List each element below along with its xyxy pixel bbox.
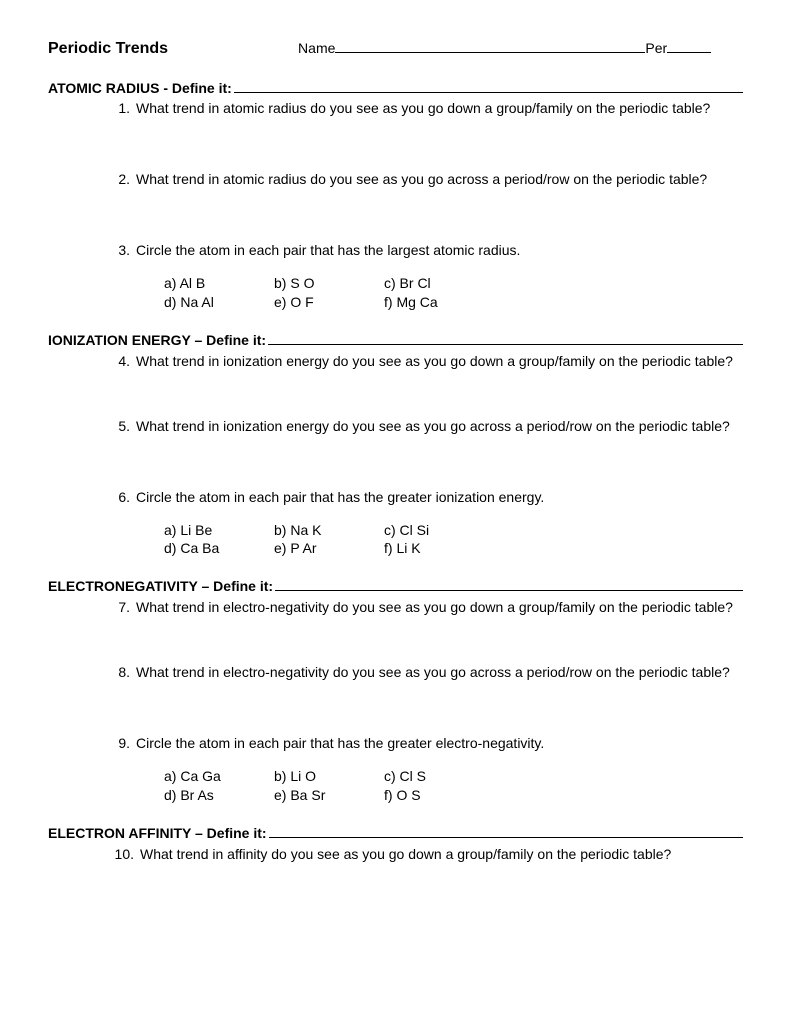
q6-pairs-row2: d) Ca Ba e) P Ar f) Li K <box>164 539 743 558</box>
q6-pair-b[interactable]: b) Na K <box>274 521 384 540</box>
question-5: 5. What trend in ionization energy do yo… <box>108 417 743 436</box>
section-ionization-heading: IONIZATION ENERGY – Define it: <box>48 330 743 350</box>
q9-number: 9. <box>108 734 130 805</box>
q3-pair-c[interactable]: c) Br Cl <box>384 274 494 293</box>
q6-pair-d[interactable]: d) Ca Ba <box>164 539 274 558</box>
q4-text: What trend in ionization energy do you s… <box>136 352 743 371</box>
question-7: 7. What trend in electro-negativity do y… <box>108 598 743 617</box>
q6-prompt: Circle the atom in each pair that has th… <box>136 489 544 505</box>
q9-pair-e[interactable]: e) Ba Sr <box>274 786 384 805</box>
atomic-radius-define-line[interactable] <box>234 78 743 93</box>
question-4: 4. What trend in ionization energy do yo… <box>108 352 743 371</box>
q5-text: What trend in ionization energy do you s… <box>136 417 743 436</box>
question-6: 6. Circle the atom in each pair that has… <box>108 488 743 559</box>
electronegativity-questions: 7. What trend in electro-negativity do y… <box>48 598 743 804</box>
ionization-questions: 4. What trend in ionization energy do yo… <box>48 352 743 558</box>
q7-number: 7. <box>108 598 130 617</box>
question-2: 2. What trend in atomic radius do you se… <box>108 170 743 189</box>
affinity-define-line[interactable] <box>269 823 743 838</box>
electronegativity-define-line[interactable] <box>275 576 743 591</box>
q3-pairs: a) Al B b) S O c) Br Cl d) Na Al e) O F … <box>164 274 743 312</box>
q9-prompt: Circle the atom in each pair that has th… <box>136 735 544 751</box>
question-1: 1. What trend in atomic radius do you se… <box>108 99 743 118</box>
q3-pairs-row1: a) Al B b) S O c) Br Cl <box>164 274 743 293</box>
q9-pair-b[interactable]: b) Li O <box>274 767 384 786</box>
q3-pair-e[interactable]: e) O F <box>274 293 384 312</box>
name-label: Name <box>298 40 335 56</box>
q10-text: What trend in affinity do you see as you… <box>140 845 743 864</box>
per-blank-line[interactable] <box>667 52 711 53</box>
q3-pair-b[interactable]: b) S O <box>274 274 384 293</box>
q6-pair-c[interactable]: c) Cl Si <box>384 521 494 540</box>
q9-pair-f[interactable]: f) O S <box>384 786 494 805</box>
q8-text: What trend in electro-negativity do you … <box>136 663 743 682</box>
electronegativity-label: ELECTRONEGATIVITY – Define it: <box>48 577 273 596</box>
q6-pair-a[interactable]: a) Li Be <box>164 521 274 540</box>
name-field-group: Name Per <box>298 39 711 58</box>
question-10: 10. What trend in affinity do you see as… <box>108 845 743 864</box>
q6-pairs: a) Li Be b) Na K c) Cl Si d) Ca Ba e) P … <box>164 521 743 559</box>
q1-number: 1. <box>108 99 130 118</box>
name-blank-line[interactable] <box>335 52 645 53</box>
ionization-label: IONIZATION ENERGY – Define it: <box>48 331 266 350</box>
q3-number: 3. <box>108 241 130 312</box>
q10-number: 10. <box>108 845 134 864</box>
q6-pair-e[interactable]: e) P Ar <box>274 539 384 558</box>
affinity-questions: 10. What trend in affinity do you see as… <box>48 845 743 864</box>
question-8: 8. What trend in electro-negativity do y… <box>108 663 743 682</box>
q6-text: Circle the atom in each pair that has th… <box>136 488 743 559</box>
q9-pairs-row2: d) Br As e) Ba Sr f) O S <box>164 786 743 805</box>
affinity-label: ELECTRON AFFINITY – Define it: <box>48 824 267 843</box>
q9-pair-a[interactable]: a) Ca Ga <box>164 767 274 786</box>
q3-text: Circle the atom in each pair that has th… <box>136 241 743 312</box>
q3-prompt: Circle the atom in each pair that has th… <box>136 242 520 258</box>
worksheet-title: Periodic Trends <box>48 38 168 60</box>
q9-pair-d[interactable]: d) Br As <box>164 786 274 805</box>
q9-pairs: a) Ca Ga b) Li O c) Cl S d) Br As e) Ba … <box>164 767 743 805</box>
q9-pairs-row1: a) Ca Ga b) Li O c) Cl S <box>164 767 743 786</box>
q5-number: 5. <box>108 417 130 436</box>
q1-text: What trend in atomic radius do you see a… <box>136 99 743 118</box>
q9-text: Circle the atom in each pair that has th… <box>136 734 743 805</box>
q2-text: What trend in atomic radius do you see a… <box>136 170 743 189</box>
q4-number: 4. <box>108 352 130 371</box>
per-label: Per <box>645 40 667 56</box>
q6-pair-f[interactable]: f) Li K <box>384 539 494 558</box>
section-affinity-heading: ELECTRON AFFINITY – Define it: <box>48 823 743 843</box>
section-atomic-radius-heading: ATOMIC RADIUS - Define it: <box>48 78 743 98</box>
q6-pairs-row1: a) Li Be b) Na K c) Cl Si <box>164 521 743 540</box>
q3-pair-f[interactable]: f) Mg Ca <box>384 293 494 312</box>
q8-number: 8. <box>108 663 130 682</box>
atomic-radius-questions: 1. What trend in atomic radius do you se… <box>48 99 743 311</box>
q6-number: 6. <box>108 488 130 559</box>
question-3: 3. Circle the atom in each pair that has… <box>108 241 743 312</box>
question-9: 9. Circle the atom in each pair that has… <box>108 734 743 805</box>
q3-pair-a[interactable]: a) Al B <box>164 274 274 293</box>
header-row: Periodic Trends Name Per <box>48 38 743 60</box>
q3-pair-d[interactable]: d) Na Al <box>164 293 274 312</box>
ionization-define-line[interactable] <box>268 330 743 345</box>
q9-pair-c[interactable]: c) Cl S <box>384 767 494 786</box>
worksheet-page: Periodic Trends Name Per ATOMIC RADIUS - … <box>0 0 791 863</box>
q3-pairs-row2: d) Na Al e) O F f) Mg Ca <box>164 293 743 312</box>
section-electronegativity-heading: ELECTRONEGATIVITY – Define it: <box>48 576 743 596</box>
atomic-radius-label: ATOMIC RADIUS - Define it: <box>48 79 232 98</box>
q7-text: What trend in electro-negativity do you … <box>136 598 743 617</box>
q2-number: 2. <box>108 170 130 189</box>
